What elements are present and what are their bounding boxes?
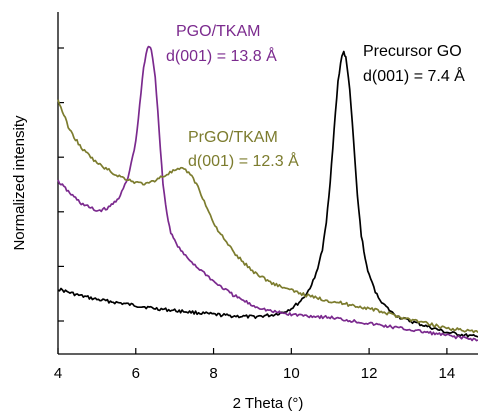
annotation-pgo: PGO/TKAM d(001) = 13.8 Å [166,23,277,65]
x-axis-tick-labels: 4 6 8 10 12 14 [54,365,455,382]
y-axis-title: Normalized intensity [11,115,28,251]
annotation-precursor-spacing: d(001) = 7.4 Å [363,66,465,85]
series-line-prgo-tkam [57,99,478,334]
series-layer [57,45,478,342]
annotation-prgo-name: PrGO/TKAM [188,129,278,146]
annotation-prgo-spacing: d(001) = 12.3 Å [188,151,299,170]
x-tick-label: 6 [132,365,140,382]
plot-frame [57,12,478,355]
series-line-pgo-tkam [57,45,478,342]
annotation-pgo-name: PGO/TKAM [176,23,260,40]
x-axis-title: 2 Theta (°) [233,395,304,412]
x-tick-label: 10 [283,365,300,382]
x-tick-label: 12 [361,365,378,382]
annotation-precursor-name: Precursor GO [363,43,462,60]
x-tick-label: 8 [209,365,217,382]
annotation-precursor: Precursor GO d(001) = 7.4 Å [363,43,465,85]
x-axis-ticks [57,348,448,354]
annotation-pgo-spacing: d(001) = 13.8 Å [166,46,277,65]
x-tick-label: 4 [54,365,62,382]
x-tick-label: 14 [439,365,456,382]
annotation-prgo: PrGO/TKAM d(001) = 12.3 Å [188,129,299,170]
